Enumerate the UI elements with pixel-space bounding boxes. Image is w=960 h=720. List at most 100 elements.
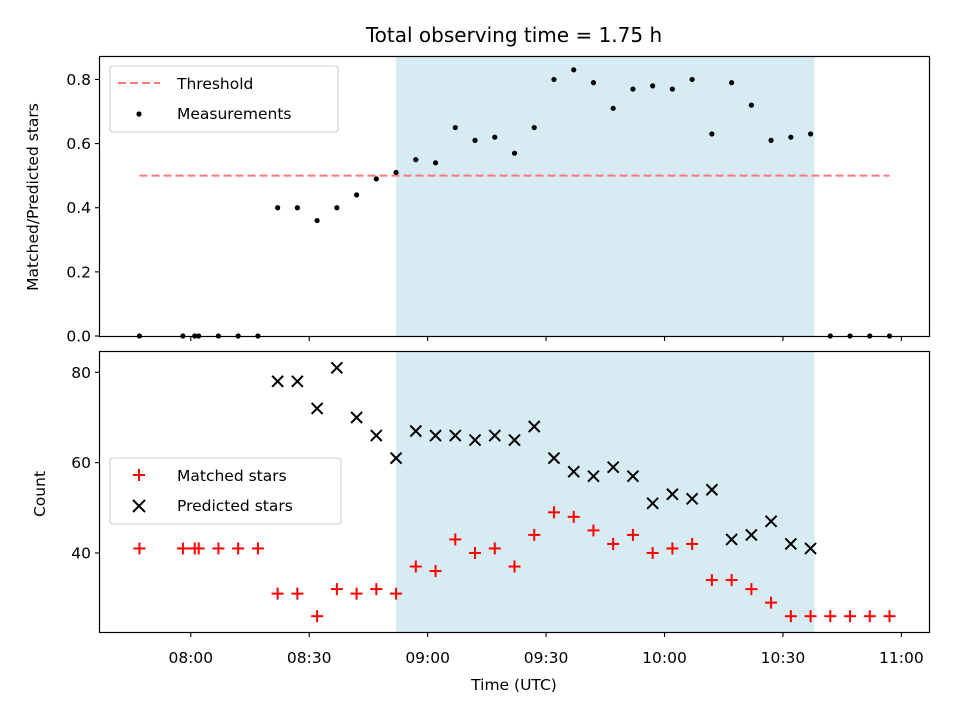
matched-star-point	[311, 610, 324, 623]
matched-star-point	[824, 610, 837, 623]
measurement-point	[768, 137, 774, 143]
matched-star-point	[429, 565, 442, 578]
bottom-axes-frame	[98, 350, 931, 634]
predicted-star-point	[468, 433, 482, 447]
legend-predicted-label: Predicted stars	[177, 497, 293, 515]
predicted-star-point	[291, 375, 304, 388]
predicted-star-point	[804, 542, 817, 555]
predicted-star-point	[626, 469, 640, 483]
matched-star-point	[844, 610, 857, 623]
legend-predicted-swatch	[132, 499, 146, 513]
predicted-star-point	[429, 429, 442, 442]
predicted-star-point	[764, 515, 778, 528]
predicted-star-point	[725, 533, 738, 546]
measurement-point	[689, 76, 695, 83]
matched-star-point	[291, 587, 304, 600]
predicted-star-point	[547, 451, 561, 465]
top-x-ticks	[190, 336, 902, 341]
matched-star-point	[686, 537, 699, 550]
measurement-point	[452, 124, 458, 131]
bottom-x-tick-label: 10:30	[761, 649, 806, 667]
top-legend-frame	[109, 65, 339, 133]
bottom-legend-frame	[109, 457, 342, 525]
measurement-point	[748, 102, 754, 108]
legend-matched-label: Matched stars	[177, 467, 287, 485]
measurement-point	[571, 67, 577, 73]
predicted-star-point	[389, 451, 403, 465]
matched-star-point	[607, 537, 620, 550]
measurement-point	[709, 131, 715, 137]
bottom-legend: Matched stars Predicted stars	[109, 457, 342, 525]
bottom-x-tick-label: 08:00	[168, 649, 213, 667]
measurement-point	[807, 131, 814, 137]
bottom-marks	[133, 361, 896, 623]
bottom-y-tick-label: 40	[71, 544, 91, 562]
top-y-axis-label: Matched/Predicted stars	[24, 103, 42, 291]
predicted-star-point	[685, 492, 699, 505]
predicted-star-point	[646, 497, 659, 510]
matched-star-point	[725, 574, 738, 587]
bottom-y-tick-label: 60	[71, 454, 91, 472]
top-y-tick-label: 0.8	[66, 71, 91, 89]
bottom-shaded-interval	[396, 352, 815, 632]
top-y-tick-label: 0.6	[66, 135, 91, 153]
matched-star-point	[251, 542, 264, 555]
bottom-panel: 40 60 80 08:00 08:30 09:00 09:30 10:00 10:30 11:…	[31, 350, 931, 694]
predicted-star-point	[705, 483, 719, 496]
legend-matched-swatch	[133, 469, 145, 481]
top-panel: 0.0 0.2 0.4 0.6 0.8 Total observing time = 1…	[24, 23, 931, 346]
predicted-star-point	[666, 488, 679, 501]
measurement-point	[531, 124, 537, 131]
measurement-point	[669, 86, 676, 92]
predicted-star-point	[784, 537, 798, 551]
legend-threshold-label: Threshold	[176, 75, 253, 93]
top-y-tick-label: 0.0	[66, 328, 91, 346]
predicted-star-point	[370, 429, 383, 442]
bottom-x-tick-label: 08:30	[287, 649, 332, 667]
matched-star-point	[547, 506, 560, 519]
matched-star-point	[646, 546, 659, 559]
matched-star-point	[409, 560, 422, 573]
matched-star-point	[271, 587, 284, 600]
measurement-point	[492, 134, 498, 140]
bottom-x-tick-label: 09:30	[524, 649, 569, 667]
measurement-point	[610, 105, 616, 111]
top-axes-frame	[98, 55, 931, 338]
measurement-point	[590, 80, 597, 86]
matched-star-point	[745, 583, 758, 596]
top-y-tick-label: 0.2	[66, 263, 91, 281]
predicted-star-point	[330, 361, 344, 375]
measurement-point	[551, 76, 557, 83]
matched-star-point	[232, 542, 245, 555]
top-y-ticks: 0.0 0.2 0.4 0.6 0.8	[66, 71, 100, 346]
measurement-point	[393, 169, 399, 176]
predicted-star-point	[508, 433, 521, 447]
matched-star-point	[390, 587, 403, 600]
measurement-point	[729, 80, 735, 86]
measurement-point	[511, 150, 518, 156]
matched-star-point	[626, 528, 639, 541]
matched-star-point	[330, 583, 343, 596]
bottom-x-ticks: 08:00 08:30 09:00 09:30 10:00 10:30 11:00	[168, 632, 924, 667]
predicted-star-point	[409, 424, 423, 438]
bottom-y-ticks: 40 60 80	[71, 364, 100, 562]
matched-star-point	[567, 510, 580, 523]
matched-star-point	[666, 542, 679, 555]
matched-star-point	[508, 560, 521, 573]
predicted-star-point	[449, 429, 462, 442]
matched-star-point	[469, 546, 482, 559]
x-axis-label: Time (UTC)	[470, 676, 557, 694]
predicted-star-point	[350, 411, 363, 424]
measurement-point	[432, 160, 439, 166]
measurement-point	[353, 192, 360, 198]
matched-star-point	[350, 587, 363, 600]
chart-title: Total observing time = 1.75 h	[365, 23, 662, 47]
matched-star-point	[212, 542, 225, 555]
measurement-point	[788, 134, 794, 140]
predicted-star-point	[310, 402, 324, 415]
top-y-tick-label: 0.4	[66, 199, 91, 217]
predicted-star-point	[271, 375, 284, 388]
top-legend: Threshold Measurements	[109, 65, 339, 133]
measurement-point	[373, 176, 379, 182]
matched-star-point	[176, 542, 189, 555]
